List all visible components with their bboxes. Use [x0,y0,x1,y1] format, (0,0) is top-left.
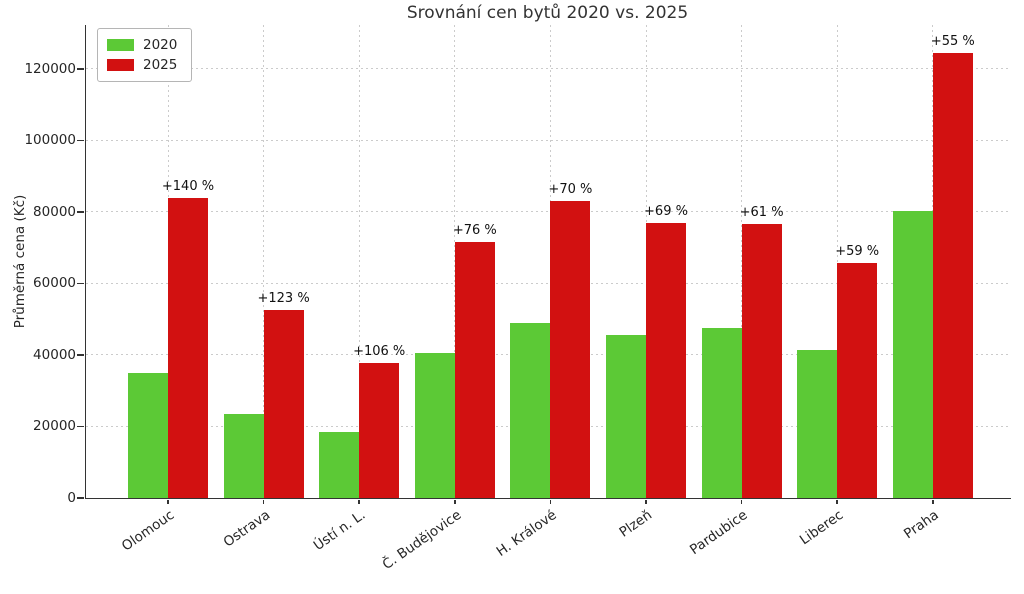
x-tick-label-st-n-l: Ústí n. L. [310,507,369,555]
y-tick-mark-100000 [77,139,84,142]
y-tick-label-40000: 40000 [33,346,76,363]
bar-2020-olomouc [128,372,168,498]
y-tick-mark-40000 [77,354,84,356]
gridline-x-ostrava [263,25,265,498]
x-tick-mark-olomouc [167,499,169,504]
gridline-x-st-n-l [358,25,360,498]
bar-2020-pardubice [701,327,742,498]
y-tick-mark-80000 [77,211,84,213]
x-tick-label-h-kr-lov: H. Králové [493,507,560,560]
y-tick-mark-120000 [77,68,84,70]
x-tick-label-praha: Praha [901,507,942,543]
pct-label-olomouc: +140 % [161,178,215,194]
legend-swatch-2025 [107,59,134,71]
pct-label-h-kr-lov: +70 % [548,181,593,197]
x-tick-mark-pardubice [740,499,743,504]
pct-label-pardubice: +61 % [739,205,784,221]
pct-label-ostrava: +123 % [257,290,310,306]
bar-2025-h-kr-lov [550,200,591,498]
pct-label-plze: +69 % [644,204,688,220]
legend-item-2020: 2020 [107,35,177,55]
x-tick-label-pardubice: Pardubice [687,507,751,559]
x-tick-mark-st-n-l [358,499,360,504]
pct-label-st-n-l: +106 % [353,343,406,359]
gridline-y-80000 [86,211,1011,213]
legend: 2020 2025 [97,28,193,82]
bar-2020-bud-jovice [414,352,455,498]
legend-label-2020: 2020 [143,37,178,53]
bar-2025-st-n-l [359,362,400,498]
gridline-y-60000 [86,282,1011,284]
y-tick-label-60000: 60000 [33,275,76,292]
gridline-x-liberec [836,25,838,498]
y-tick-label-80000: 80000 [33,203,76,220]
bar-2025-plze [646,223,686,498]
x-tick-label-liberec: Liberec [796,507,847,549]
bar-2020-praha [892,210,933,498]
plot-area: 2020 2025 0 20000 40000 60000 80000 100000 120… [24,25,1011,573]
y-tick-mark-60000 [77,282,84,285]
bar-2025-bud-jovice [454,242,495,498]
bar-2025-liberec [837,263,878,498]
legend-item-2025: 2025 [107,55,177,75]
x-tick-mark-h-kr-lov [549,499,552,504]
x-tick-mark-praha [932,499,934,504]
y-tick-mark-0 [77,497,84,499]
bar-2020-liberec [797,350,838,498]
bar-2020-ostrava [223,413,264,498]
y-tick-mark-20000 [77,425,84,428]
bar-2025-ostrava [263,309,304,498]
y-tick-label-0: 0 [67,490,76,506]
gridline-y-100000 [86,139,1011,141]
gridline-y-120000 [86,68,1011,70]
bar-2020-plze [606,335,646,498]
bar-2025-olomouc [168,197,208,498]
x-tick-mark-liberec [836,499,838,504]
y-tick-label-20000: 20000 [33,418,76,435]
pct-label-bud-jovice: +76 % [452,223,497,239]
x-tick-label-plze: Plzeň [616,507,656,541]
x-tick-mark-ostrava [262,499,265,504]
x-tick-label-bud-jovice: Č. Budějovice [379,507,464,573]
bar-2025-praha [932,52,973,498]
bar-2020-h-kr-lov [510,323,551,498]
y-tick-label-120000: 120000 [24,60,76,77]
pct-label-praha: +55 % [930,33,975,49]
pct-label-liberec: +59 % [835,244,880,260]
x-tick-label-ostrava: Ostrava [220,507,273,551]
x-tick-label-olomouc: Olomouc [118,507,178,555]
legend-label-2025: 2025 [143,57,178,73]
bar-2025-pardubice [741,224,782,498]
y-tick-label-100000: 100000 [24,132,76,149]
legend-swatch-2020 [107,39,134,51]
x-tick-mark-plze [645,499,647,504]
x-tick-mark-bud-jovice [454,499,456,504]
bar-2020-st-n-l [319,432,360,498]
chart-title: Srovnání cen bytů 2020 vs. 2025 [406,3,689,23]
